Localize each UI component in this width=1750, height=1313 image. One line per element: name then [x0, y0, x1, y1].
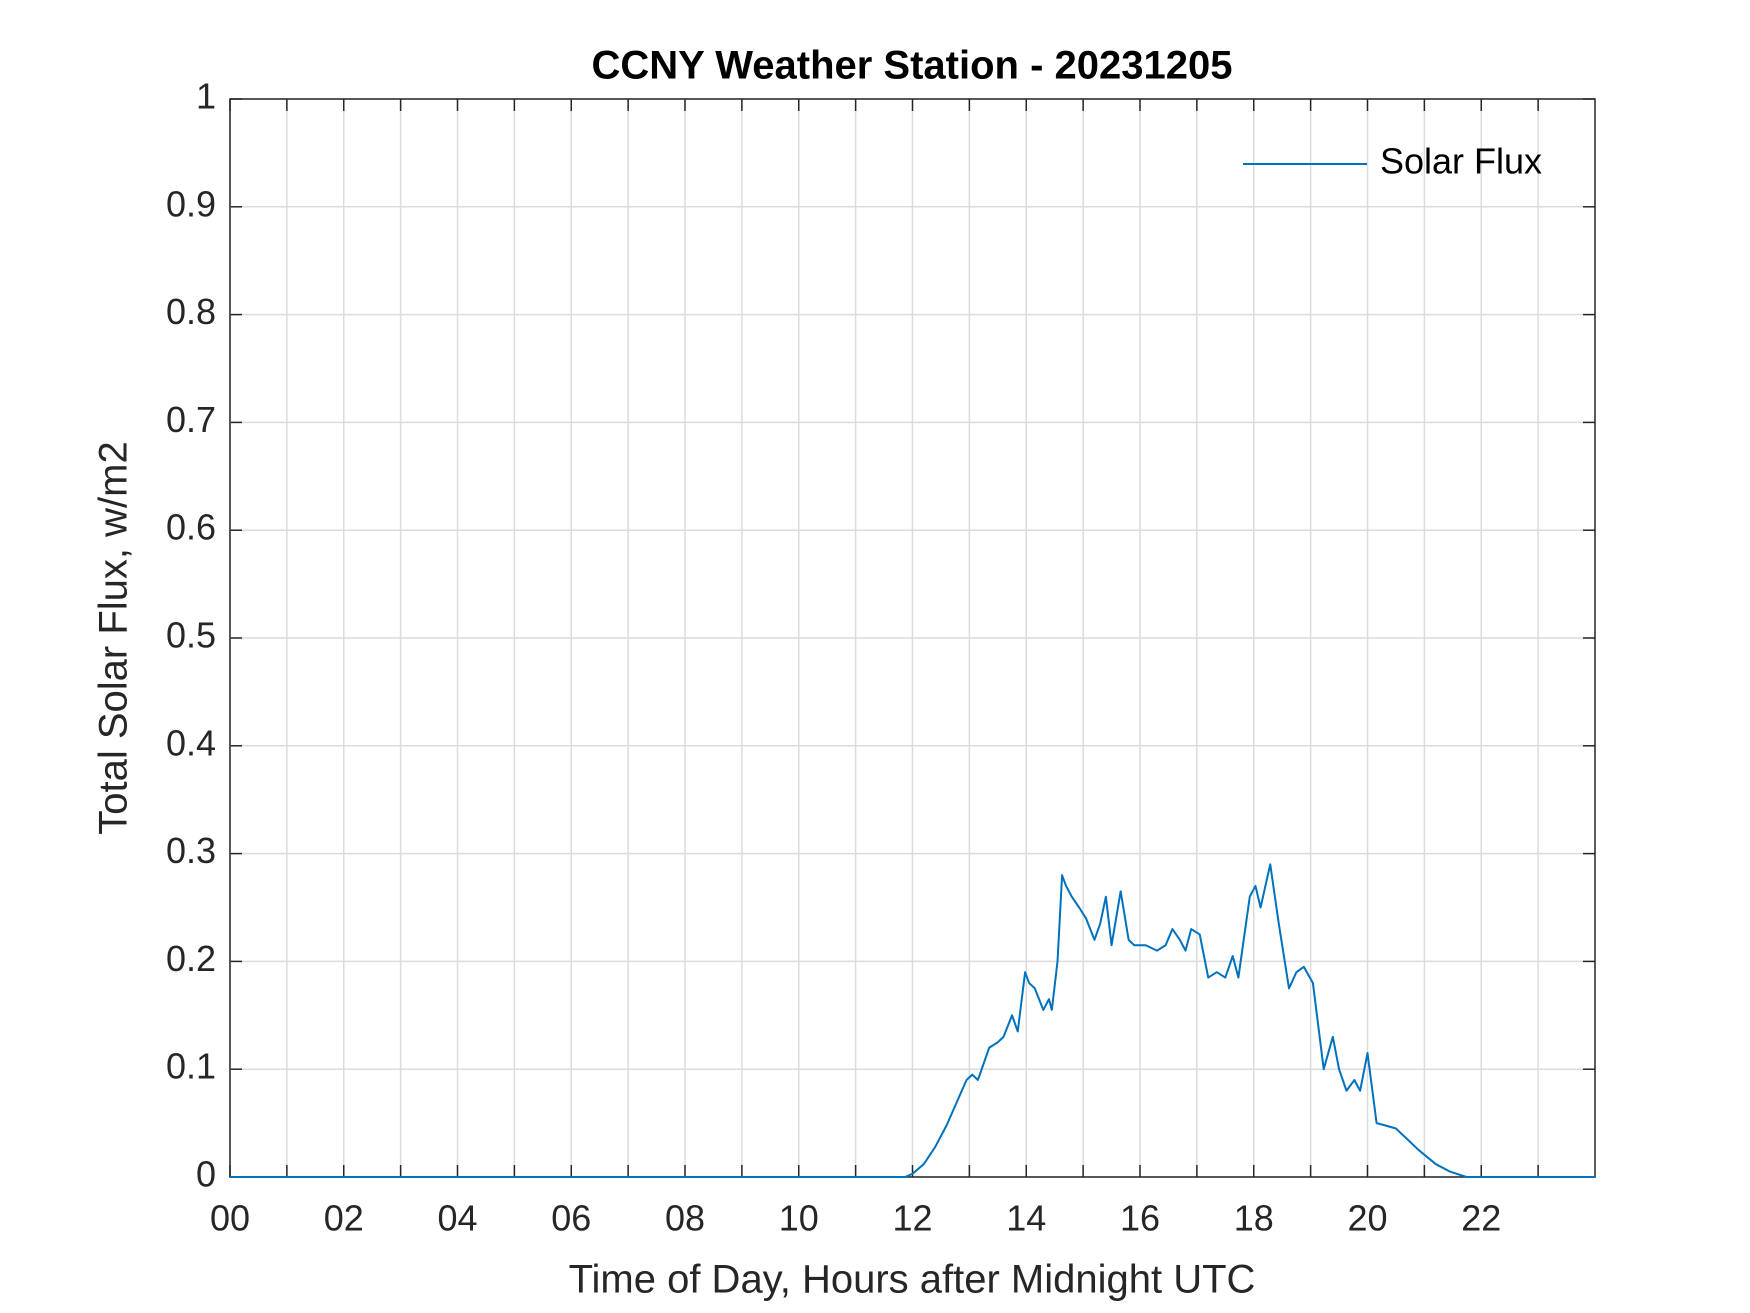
y-tick-label: 0.6	[166, 507, 216, 548]
x-tick-label: 10	[779, 1198, 819, 1239]
x-tick-label: 14	[1006, 1198, 1046, 1239]
y-tick-label: 0.4	[166, 722, 216, 763]
y-tick-label: 1	[196, 76, 216, 117]
x-tick-label: 18	[1234, 1198, 1274, 1239]
x-tick-label: 20	[1347, 1198, 1387, 1239]
data-line	[230, 863, 1595, 1178]
axes-box	[229, 98, 1596, 1178]
x-tick-label: 00	[210, 1198, 250, 1239]
y-tick-label: 0.1	[166, 1046, 216, 1087]
x-tick-label: 02	[324, 1198, 364, 1239]
y-tick-label: 0	[196, 1154, 216, 1195]
legend-label: Solar Flux	[1380, 141, 1542, 182]
x-tick-label: 22	[1461, 1198, 1501, 1239]
y-tick-label: 0.7	[166, 399, 216, 440]
y-tick-label: 0.5	[166, 615, 216, 656]
x-axis-label: Time of Day, Hours after Midnight UTC	[569, 1258, 1256, 1302]
chart-title: CCNY Weather Station - 20231205	[592, 44, 1233, 88]
x-tick-label: 08	[665, 1198, 705, 1239]
y-tick-label: 0.2	[166, 938, 216, 979]
x-tick-label: 12	[892, 1198, 932, 1239]
y-tick-label: 0.9	[166, 183, 216, 224]
x-tick-label: 04	[437, 1198, 477, 1239]
y-tick-label: 0.8	[166, 291, 216, 332]
x-tick-label: 06	[551, 1198, 591, 1239]
y-axis-label: Total Solar Flux, w/m2	[92, 441, 136, 834]
x-tick-label: 16	[1120, 1198, 1160, 1239]
y-tick-label: 0.3	[166, 830, 216, 871]
